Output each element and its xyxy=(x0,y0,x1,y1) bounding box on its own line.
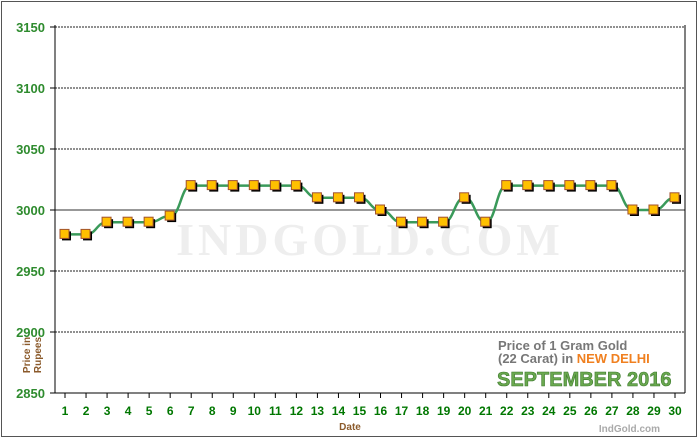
data-point xyxy=(290,180,301,191)
y-tick-label: 3050 xyxy=(16,142,45,157)
y-tick-label: 2950 xyxy=(16,264,45,279)
x-tick-label: 27 xyxy=(605,404,619,418)
data-point xyxy=(332,192,343,203)
data-point xyxy=(459,192,470,203)
data-point xyxy=(80,228,91,239)
x-tick-label: 12 xyxy=(290,404,304,418)
data-point xyxy=(353,192,364,203)
legend-line-2: (22 Carat) in NEW DELHI xyxy=(498,351,650,366)
x-tick-label: 4 xyxy=(125,404,132,418)
y-axis-label-line1: Price in xyxy=(22,337,33,373)
data-point xyxy=(627,204,638,215)
x-tick-label: 16 xyxy=(374,404,388,418)
x-tick-label: 15 xyxy=(353,404,367,418)
legend-line-1: Price of 1 Gram Gold xyxy=(498,338,627,353)
data-point xyxy=(564,180,575,191)
watermark: INDGOLD.COM xyxy=(176,214,564,265)
legend-month: SEPTEMBER 2016 xyxy=(497,369,672,391)
x-tick-label: 24 xyxy=(542,404,556,418)
x-tick-label: 5 xyxy=(146,404,153,418)
x-tick-label: 22 xyxy=(500,404,514,418)
data-point xyxy=(143,216,154,227)
y-axis-label-line2: Rupees xyxy=(33,337,44,374)
data-point xyxy=(227,180,238,191)
x-tick-label: 18 xyxy=(416,404,430,418)
x-tick-label: 6 xyxy=(167,404,174,418)
data-point xyxy=(311,192,322,203)
x-tick-label: 14 xyxy=(332,404,346,418)
data-point xyxy=(185,180,196,191)
y-tick-label: 3150 xyxy=(16,20,45,35)
data-point xyxy=(396,216,407,227)
x-tick-label: 1 xyxy=(62,404,69,418)
data-point xyxy=(669,192,680,203)
data-point xyxy=(585,180,596,191)
data-point xyxy=(417,216,428,227)
legend-carat: (22 Carat) in xyxy=(498,351,577,366)
x-tick-label: 10 xyxy=(248,404,262,418)
x-tick-label: 23 xyxy=(521,404,535,418)
x-tick-label: 30 xyxy=(668,404,682,418)
data-point xyxy=(438,216,449,227)
y-tick-label: 3000 xyxy=(16,203,45,218)
y-tick-label: 3100 xyxy=(16,81,45,96)
x-tick-label: 26 xyxy=(584,404,598,418)
data-point xyxy=(248,180,259,191)
data-point xyxy=(501,180,512,191)
x-tick-label: 29 xyxy=(647,404,661,418)
data-point xyxy=(522,180,533,191)
data-point xyxy=(122,216,133,227)
x-tick-label: 19 xyxy=(437,404,451,418)
x-tick-label: 17 xyxy=(395,404,409,418)
x-tick-label: 9 xyxy=(230,404,237,418)
data-point xyxy=(648,204,659,215)
x-tick-label: 20 xyxy=(458,404,472,418)
credit: IndGold.com xyxy=(599,424,660,435)
data-point xyxy=(164,210,175,221)
x-tick-label: 7 xyxy=(188,404,195,418)
x-tick-label: 28 xyxy=(626,404,640,418)
y-axis-label: Price inRupees xyxy=(22,337,44,374)
x-tick-label: 8 xyxy=(209,404,216,418)
data-point xyxy=(59,228,70,239)
x-tick-label: 25 xyxy=(563,404,577,418)
x-tick-label: 21 xyxy=(479,404,493,418)
data-point xyxy=(101,216,112,227)
x-tick-label: 2 xyxy=(83,404,90,418)
y-tick-label: 2900 xyxy=(16,325,45,340)
x-tick-label: 13 xyxy=(311,404,325,418)
legend-city: NEW DELHI xyxy=(577,351,650,366)
legend-box xyxy=(488,336,675,389)
x-tick-label: 11 xyxy=(269,404,282,418)
x-axis-label: Date xyxy=(339,422,361,433)
x-tick-label: 3 xyxy=(104,404,111,418)
data-point xyxy=(206,180,217,191)
data-point xyxy=(543,180,554,191)
data-point xyxy=(480,216,491,227)
data-point xyxy=(606,180,617,191)
data-point xyxy=(269,180,280,191)
y-tick-label: 2850 xyxy=(16,386,45,401)
data-point xyxy=(375,204,386,215)
